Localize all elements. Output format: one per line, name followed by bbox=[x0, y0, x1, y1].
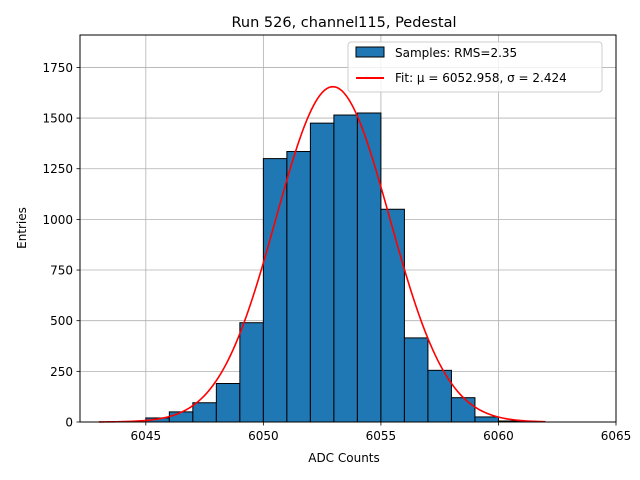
histogram-bar bbox=[215, 383, 241, 423]
histogram-bar bbox=[333, 114, 358, 423]
fit-curve bbox=[98, 85, 546, 423]
histogram-bar bbox=[380, 208, 405, 423]
y-tick-label: 750 bbox=[50, 264, 73, 278]
x-axis-ticks: 6045 6050 6055 6060 6065 bbox=[131, 422, 632, 443]
legend-swatch-samples bbox=[355, 46, 385, 58]
y-tick-label: 250 bbox=[50, 365, 73, 379]
y-tick-label: 1000 bbox=[42, 213, 73, 227]
histogram-bar bbox=[239, 322, 264, 423]
histogram-bar bbox=[450, 397, 476, 423]
y-axis-label: Entries bbox=[15, 207, 29, 249]
histogram-bar bbox=[168, 411, 194, 423]
histogram-bar bbox=[192, 402, 217, 423]
histogram-bar bbox=[474, 416, 499, 423]
axes-frame bbox=[79, 34, 617, 423]
chart-title: Run 526, channel115, Pedestal bbox=[231, 15, 456, 31]
y-tick-label: 500 bbox=[50, 314, 73, 328]
legend-label-samples: Samples: RMS=2.35 bbox=[395, 46, 517, 60]
histogram-bar bbox=[309, 122, 335, 423]
histogram-bar bbox=[403, 337, 429, 423]
y-tick-label: 1250 bbox=[42, 162, 73, 176]
x-tick-label: 6055 bbox=[366, 429, 397, 443]
legend-label-fit: Fit: μ = 6052.958, σ = 2.424 bbox=[395, 71, 567, 85]
x-axis-label: ADC Counts bbox=[308, 451, 380, 465]
histogram-bar bbox=[262, 158, 288, 423]
x-tick-label: 6050 bbox=[248, 429, 279, 443]
histogram-bar bbox=[356, 112, 382, 423]
y-tick-label: 1500 bbox=[42, 112, 73, 126]
y-tick-label: 1750 bbox=[42, 61, 73, 75]
legend-box bbox=[347, 41, 603, 93]
histogram-bar bbox=[286, 151, 311, 423]
x-tick-label: 6060 bbox=[483, 429, 514, 443]
fit-curve-layer bbox=[98, 85, 546, 423]
x-tick-label: 6045 bbox=[131, 429, 162, 443]
y-tick-label: 0 bbox=[65, 416, 73, 430]
histogram-bars bbox=[145, 112, 523, 423]
x-tick-label: 6065 bbox=[601, 429, 632, 443]
y-axis-ticks: 0 250 500 750 1000 1250 1500 1750 bbox=[42, 61, 80, 430]
legend: Samples: RMS=2.35 Fit: μ = 6052.958, σ =… bbox=[347, 41, 603, 93]
